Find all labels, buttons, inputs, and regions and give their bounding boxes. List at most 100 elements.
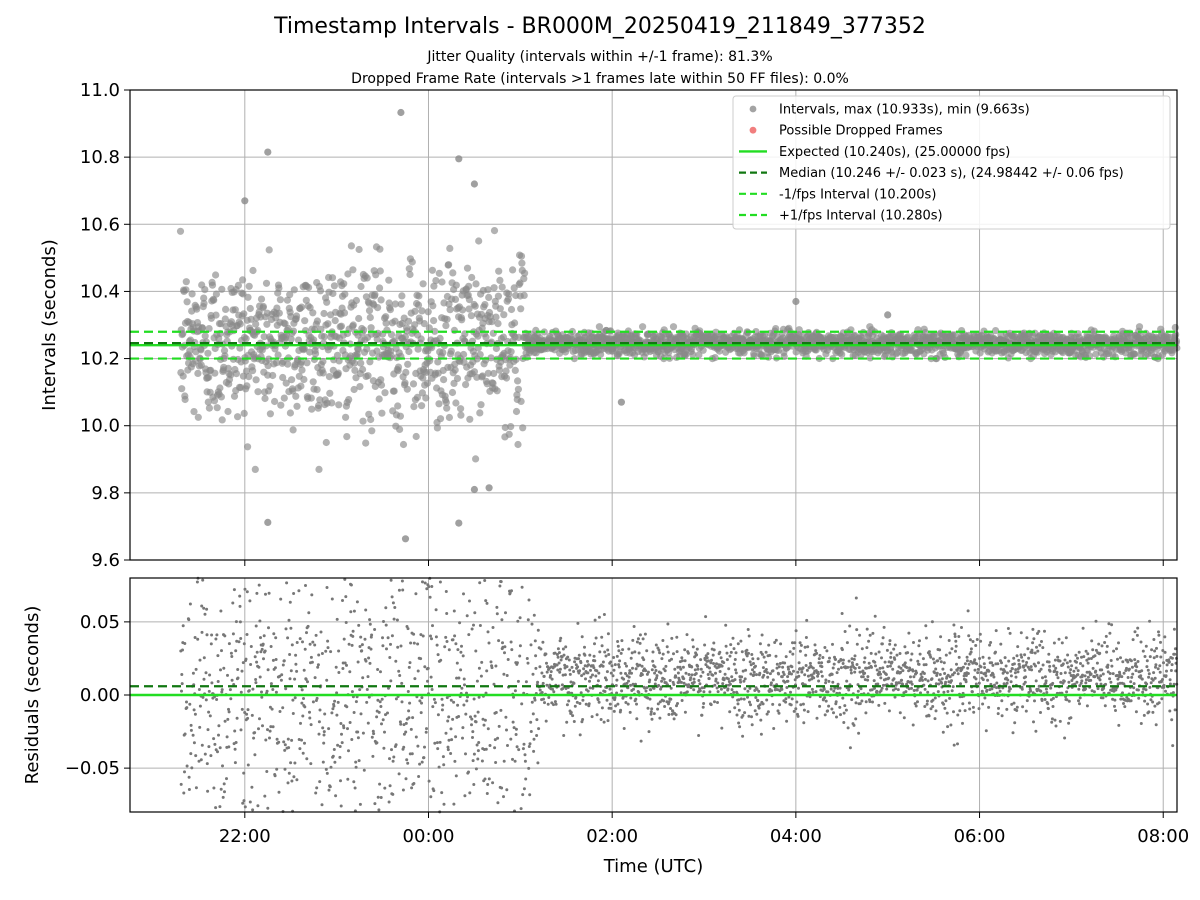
residual-point (428, 595, 432, 599)
residual-point (255, 660, 259, 664)
residual-point (566, 655, 570, 659)
residual-point (472, 697, 476, 701)
interval-point (232, 370, 240, 378)
residual-point (909, 658, 913, 662)
residual-point (271, 658, 275, 662)
top-ytick-label: 10.0 (80, 416, 120, 437)
residual-point (843, 630, 847, 633)
interval-point (465, 282, 473, 290)
residual-point (616, 644, 620, 648)
residual-point (935, 671, 939, 675)
interval-point (351, 366, 359, 374)
interval-point (403, 385, 411, 393)
interval-point (244, 293, 252, 301)
residual-point (366, 721, 370, 725)
residual-point (512, 695, 515, 699)
residual-point (398, 674, 402, 677)
residual-point (360, 643, 364, 647)
residual-point (923, 687, 927, 691)
interval-point (484, 286, 492, 294)
residual-point (330, 597, 334, 601)
residual-point (812, 676, 816, 680)
residual-point (699, 674, 703, 678)
residual-point (322, 733, 326, 737)
residual-point (918, 652, 922, 656)
residual-point (289, 626, 293, 630)
residual-point (567, 691, 571, 695)
residual-point (927, 650, 931, 654)
residual-point (957, 635, 961, 638)
residual-point (747, 714, 751, 718)
residual-point (1008, 687, 1012, 691)
interval-point (349, 321, 357, 329)
residual-point (814, 690, 818, 694)
residual-point (888, 642, 892, 646)
residual-point (375, 741, 379, 745)
residual-point (686, 651, 690, 655)
residual-point (246, 708, 250, 712)
residual-point (894, 687, 898, 691)
residual-point (793, 641, 797, 645)
interval-point (236, 320, 244, 328)
residual-point (350, 643, 354, 647)
residual-point (571, 714, 575, 718)
interval-point (328, 274, 337, 282)
residual-point (506, 658, 510, 661)
residual-point (474, 720, 478, 724)
residual-point (329, 765, 333, 769)
residual-point (968, 707, 972, 711)
residual-point (421, 580, 424, 584)
interval-point (212, 271, 220, 279)
residual-point (628, 669, 632, 673)
interval-point (329, 289, 337, 298)
residual-point (709, 703, 713, 707)
residual-point (841, 662, 845, 665)
residual-point (381, 644, 385, 648)
residual-point (436, 653, 440, 657)
residual-point (408, 701, 412, 705)
residual-point (713, 683, 717, 687)
residual-point (992, 675, 996, 679)
residual-point (867, 661, 871, 665)
residual-point (390, 748, 393, 752)
interval-point (377, 381, 386, 389)
residual-point (391, 792, 395, 796)
residual-point (463, 683, 466, 687)
residual-point (898, 711, 902, 715)
residual-point (545, 683, 549, 687)
residual-point (752, 670, 756, 674)
residual-point (578, 733, 582, 737)
residual-point (924, 663, 928, 667)
residual-point (371, 754, 375, 758)
residual-point (737, 708, 741, 712)
residual-point (948, 696, 952, 700)
interval-point (345, 396, 353, 404)
residual-point (692, 680, 696, 684)
residual-point (323, 712, 327, 716)
residual-point (517, 748, 521, 752)
residual-point (588, 686, 592, 690)
residual-point (786, 675, 790, 679)
residual-point (843, 704, 847, 708)
residual-point (288, 677, 292, 681)
residual-point (468, 599, 471, 603)
residual-point (866, 675, 870, 679)
residual-point (263, 649, 267, 653)
interval-point (347, 242, 355, 250)
residual-point (867, 639, 871, 643)
residual-point (427, 779, 431, 783)
interval-point (458, 306, 467, 314)
residual-point (406, 627, 410, 631)
interval-point (306, 348, 314, 356)
residual-point (685, 690, 689, 694)
residual-point (817, 661, 821, 665)
residual-point (1008, 631, 1012, 635)
residual-point (238, 604, 242, 608)
interval-point (386, 306, 394, 314)
residual-point (308, 716, 312, 720)
residual-point (219, 668, 222, 672)
residual-point (202, 656, 206, 660)
residual-point (987, 669, 991, 673)
residual-point (879, 676, 883, 680)
interval-point (266, 410, 274, 418)
